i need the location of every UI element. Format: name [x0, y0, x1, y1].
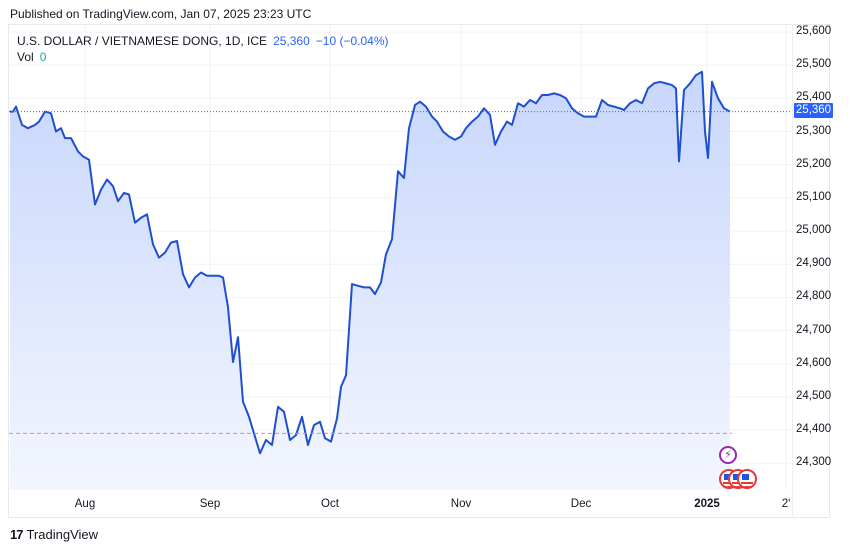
flag-canton	[724, 474, 731, 480]
tradingview-brand[interactable]: 17 TradingView	[10, 527, 98, 542]
last-price-badge: 25,360	[794, 103, 833, 118]
price-tick-label: 25,100	[796, 190, 832, 203]
legend-price: 25,360	[273, 34, 310, 48]
flag-stripe	[741, 486, 753, 487]
price-tick-label: 24,500	[796, 389, 832, 402]
time-tick-label: 2025	[694, 498, 720, 510]
brand-name: TradingView	[26, 527, 99, 542]
price-tick-label: 25,500	[796, 58, 832, 71]
price-tick-label: 25,000	[796, 224, 832, 237]
published-caption: Published on TradingView.com, Jan 07, 20…	[10, 7, 312, 21]
price-tick-label: 25,300	[796, 124, 832, 137]
flag-canton	[733, 474, 740, 480]
price-tick-label: 25,400	[796, 91, 832, 104]
chart-frame	[8, 24, 830, 518]
us-flag-icon[interactable]	[737, 469, 757, 489]
symbol-title: U.S. DOLLAR / VIETNAMESE DONG, 1D, ICE	[17, 34, 268, 48]
price-axis-divider	[792, 24, 793, 518]
time-tick-label: Sep	[199, 498, 221, 510]
flag-stripe	[741, 482, 753, 484]
time-tick-label: Nov	[450, 498, 472, 510]
legend-change: −10 (−0.04%)	[315, 34, 389, 48]
flash-icon[interactable]: ⚡	[719, 446, 737, 464]
price-tick-label: 24,300	[796, 456, 832, 469]
volume-label: Vol	[17, 50, 34, 64]
time-tick-label: Oct	[321, 498, 339, 510]
price-tick-label: 24,900	[796, 257, 832, 270]
price-tick-label: 25,200	[796, 157, 832, 170]
volume-value: 0	[39, 50, 47, 64]
chart-legend: U.S. DOLLAR / VIETNAMESE DONG, 1D, ICE 25…	[17, 33, 388, 65]
price-tick-label: 24,600	[796, 356, 832, 369]
price-tick-label: 24,400	[796, 423, 832, 436]
price-tick-label: 24,800	[796, 290, 832, 303]
tradingview-logo-icon: 17	[10, 527, 24, 542]
flag-stripe	[732, 486, 744, 487]
time-tick-label: Aug	[74, 498, 96, 510]
price-tick-label: 24,700	[796, 323, 832, 336]
flag-canton	[742, 474, 749, 480]
time-tick-label: Dec	[570, 498, 592, 510]
time-tick-label: 2ʹ	[781, 498, 791, 510]
price-tick-label: 25,600	[796, 25, 832, 37]
flag-stripe	[723, 486, 735, 487]
